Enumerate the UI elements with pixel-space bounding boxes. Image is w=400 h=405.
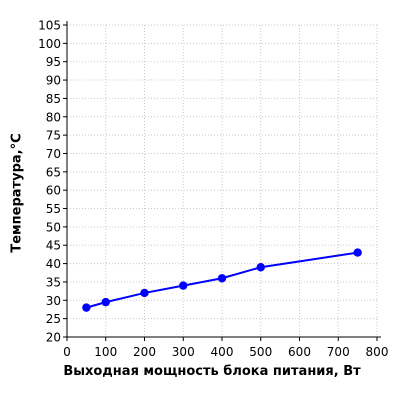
y-tick-label: 60 [46,184,61,198]
y-tick-label: 70 [46,147,61,161]
x-tick-label: 300 [172,345,195,359]
y-tick-label: 50 [46,220,61,234]
y-tick-label: 75 [46,129,61,143]
y-tick-label: 65 [46,165,61,179]
y-tick-label: 85 [46,92,61,106]
y-axis-title: Температура,°С [10,133,25,252]
x-tick-label: 800 [366,345,389,359]
y-tick-label: 45 [46,239,61,253]
y-tick-label: 95 [46,55,61,69]
y-tick-label: 105 [38,19,61,33]
y-tick-label: 40 [46,257,61,271]
data-point [82,303,91,312]
data-point [179,281,188,290]
data-point [101,297,110,307]
x-tick-label: 600 [288,345,311,359]
data-point [353,248,362,257]
y-tick-label: 100 [38,37,61,51]
y-tick-label: 90 [46,74,61,88]
x-tick-label: 500 [249,345,272,359]
axes [66,21,381,338]
y-tick-label: 25 [46,312,61,326]
x-tick-label: 200 [133,345,156,359]
x-axis-title: Выходная мощность блока питания, Вт [63,364,361,379]
x-tick-label: 100 [94,345,117,359]
series [82,248,362,312]
ticks: 0 100 200 300 400 500 600 700 800 20 25 30 35 40 45 50 5… [38,19,388,360]
x-tick-label: 0 [63,345,71,359]
data-point [217,274,227,283]
y-tick-label: 20 [46,331,61,345]
y-tick-label: 80 [46,110,61,124]
x-tick-label: 400 [211,345,234,359]
data-point [256,263,265,272]
grid [66,24,378,338]
data-point [140,288,149,298]
y-tick-label: 55 [46,202,61,216]
y-tick-label: 30 [46,294,61,308]
x-tick-label: 700 [327,345,350,359]
y-tick-label: 35 [46,275,61,289]
